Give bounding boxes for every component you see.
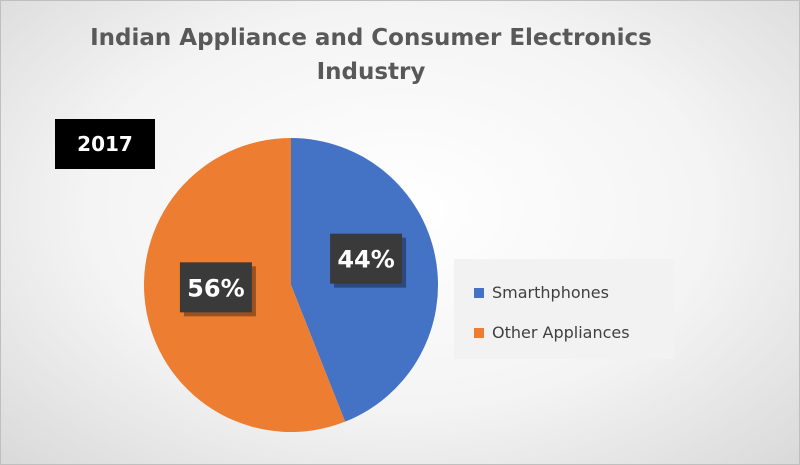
legend-swatch-other-appliances: [474, 327, 484, 338]
svg-text:44%: 44%: [337, 246, 394, 274]
legend: Smarthphones Other Appliances: [454, 259, 674, 359]
legend-item-other-appliances: Other Appliances: [474, 323, 630, 342]
svg-text:56%: 56%: [187, 274, 244, 302]
legend-label-smartphones: Smarthphones: [492, 283, 609, 302]
chart-title: Indian Appliance and Consumer Electronic…: [90, 25, 652, 85]
year-badge: 2017: [55, 119, 155, 169]
legend-swatch-smartphones: [474, 287, 484, 298]
legend-label-other-appliances: Other Appliances: [492, 323, 630, 342]
legend-item-smartphones: Smarthphones: [474, 283, 609, 302]
data-label-other-appliances: 56%: [179, 262, 256, 317]
data-label-smarthphones: 44%: [330, 233, 407, 288]
